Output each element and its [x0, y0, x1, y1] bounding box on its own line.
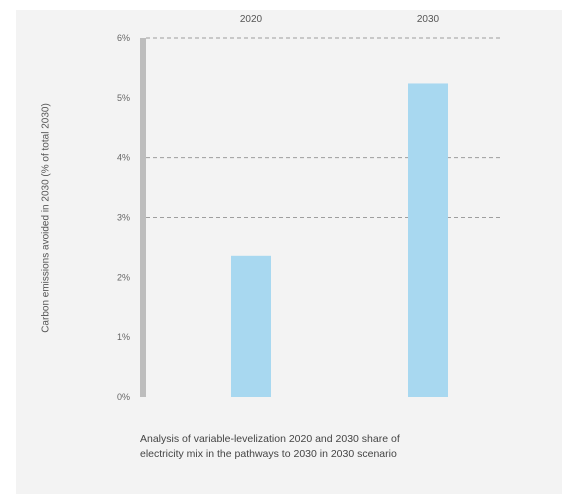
category-label-2020: 2020: [240, 14, 263, 25]
caption-line-1: Analysis of variable-levelization 2020 a…: [140, 433, 400, 445]
chart-caption: Analysis of variable-levelization 2020 a…: [140, 432, 560, 462]
y-tick-label-4: 3%: [117, 213, 130, 223]
y-tick-label-2: 1%: [117, 332, 130, 342]
y-tick-label-5: 4%: [117, 153, 130, 163]
y-tick-label-6: 5%: [117, 93, 130, 103]
y-tick-label-7: 6%: [117, 33, 130, 43]
y-tick-label-1: 0%: [117, 392, 130, 402]
category-label-2030: 2030: [417, 14, 440, 25]
chart-background: [16, 10, 562, 494]
y-axis-label: Carbon emissions avoided in 2030 (% of t…: [40, 103, 52, 333]
y-axis-line: [140, 38, 146, 397]
bar-2030: [408, 83, 448, 398]
bar-2020: [231, 255, 271, 397]
y-tick-label-3: 2%: [117, 272, 130, 282]
caption-line-2: electricity mix in the pathways to 2030 …: [140, 448, 397, 460]
